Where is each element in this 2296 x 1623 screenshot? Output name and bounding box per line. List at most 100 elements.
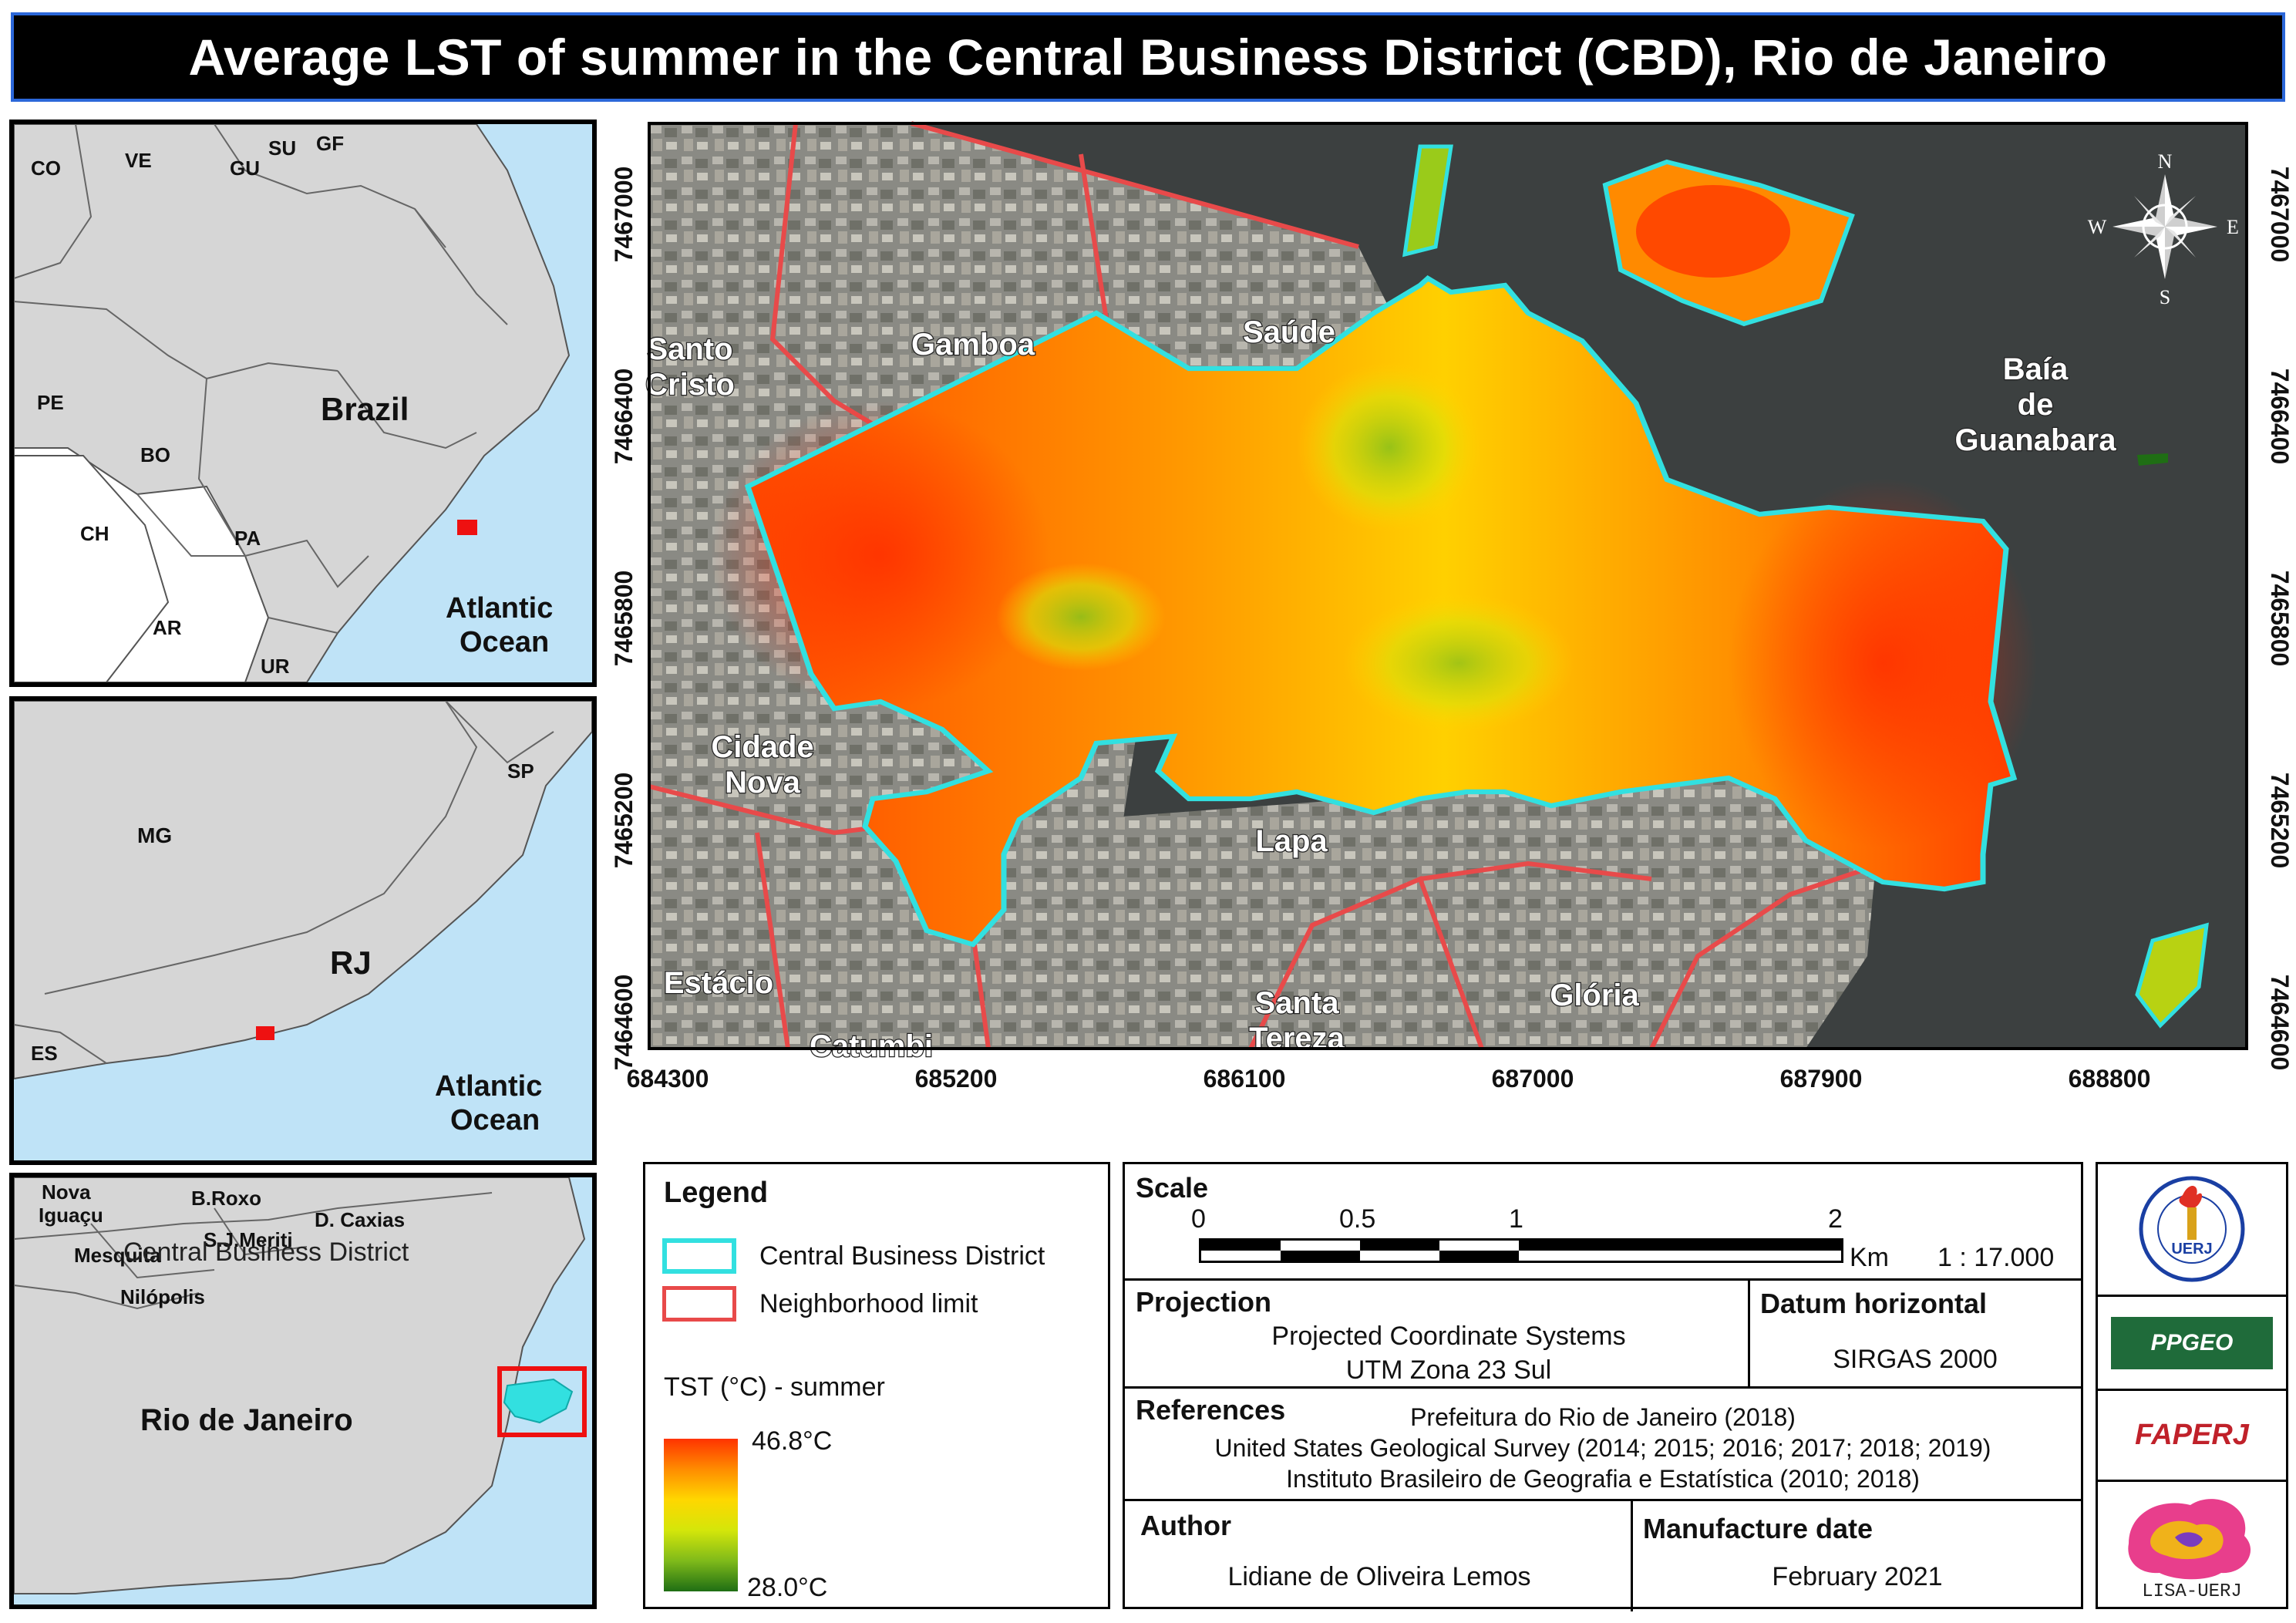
cool-park-2 (996, 563, 1166, 671)
scale-tick-0: 0 (1191, 1204, 1206, 1234)
inset-state-map: SP MG ES RJ Atlantic Ocean (14, 701, 592, 1160)
x-tick-4: 687900 (1780, 1065, 1863, 1093)
label-ocean-1: Atlantic (446, 592, 553, 625)
scale-tick-1: 1 (1509, 1204, 1523, 1234)
cbd-lst-surface (748, 278, 2014, 945)
compass-w: W (2088, 216, 2107, 238)
compass-s: S (2160, 286, 2170, 308)
references-line3: Instituto Brasileiro de Geografia e Esta… (1286, 1465, 1920, 1493)
label-rj: RJ (330, 945, 372, 981)
label-nova-n: Nova (725, 766, 801, 800)
label-guanabara: Guanabara (1955, 423, 2117, 457)
uerj-text: UERJ (2171, 1241, 2212, 1258)
legend-neighborhood-swatch (662, 1286, 736, 1322)
projection-line2: UTM Zona 23 Sul (1345, 1355, 1552, 1385)
info-panel: Scale 0 0.5 1 2 Km 1 : 17.000 Projection… (1123, 1162, 2083, 1611)
cool-park-1 (1297, 362, 1482, 532)
urban-south (1081, 771, 1883, 1049)
label-su: SU (268, 136, 296, 160)
inset-state: SP MG ES RJ Atlantic Ocean (9, 696, 597, 1165)
datum-heading: Datum horizontal (1760, 1288, 1987, 1319)
references-heading: References (1136, 1394, 1286, 1426)
label-gf: GF (316, 132, 344, 155)
cbd-pier (1402, 144, 1453, 258)
y-tick-left-0: 7467000 (610, 167, 638, 263)
legend-cbd-label: Central Business District (759, 1241, 1045, 1271)
uerj-logo-icon: UERJ (2139, 1176, 2245, 1282)
ppgeo-text: PPGEO (2111, 1316, 2273, 1369)
neighborhood-labels: Santo Cristo Gamboa Saúde Cidade Nova La… (645, 315, 2118, 1065)
faperj-text: FAPERJ (2135, 1419, 2249, 1451)
scale-tick-2: 2 (1828, 1204, 1843, 1234)
compass-e: E (2227, 216, 2239, 238)
label-bo: BO (140, 443, 170, 466)
title-bar: Average LST of summer in the Central Bus… (11, 12, 2285, 102)
main-map: 684300 685200 686100 687000 687900 68880… (610, 121, 2294, 1093)
label-ve: VE (125, 149, 152, 172)
label-broxo: B.Roxo (191, 1187, 261, 1210)
legend-color-ramp (664, 1439, 738, 1591)
label-gloria: Glória (1550, 978, 1639, 1012)
legend-max: 46.8°C (752, 1426, 833, 1456)
legend-heading: Legend (664, 1177, 769, 1209)
label-es: ES (31, 1042, 58, 1065)
label-tereza: Tereza (1249, 1022, 1345, 1056)
x-tick-3: 687000 (1492, 1065, 1574, 1093)
label-sjmeriti: S.J.Meriti (204, 1228, 293, 1251)
map-frame-border (648, 122, 2248, 1050)
y-tick-right-1: 7466400 (2266, 369, 2291, 465)
y-axis-ticks-right: 7467000 7466400 7465800 7465200 7464600 (2266, 167, 2294, 1071)
label-ocean-2: Ocean (460, 626, 549, 658)
scale-heading: Scale (1136, 1172, 1209, 1204)
legend-neighborhood-label: Neighborhood limit (759, 1289, 978, 1318)
inset-city: Nova Iguaçu B.Roxo D. Caxias S.J.Meriti … (9, 1173, 597, 1609)
label-state-ocean-2: Ocean (450, 1104, 540, 1136)
map-title: Average LST of summer in the Central Bus… (188, 29, 2108, 86)
projection-line1: Projected Coordinate Systems (1271, 1322, 1626, 1351)
references-line1: Prefeitura do Rio de Janeiro (2018) (1410, 1403, 1796, 1431)
label-rio: Rio de Janeiro (140, 1403, 353, 1437)
label-ch: CH (80, 522, 109, 545)
inset-brazil-locator (457, 520, 477, 535)
x-tick-2: 686100 (1204, 1065, 1286, 1093)
compass-n: N (2158, 150, 2173, 173)
faperj-logo: FAPERJ (2098, 1391, 2286, 1482)
uerj-logo: UERJ (2098, 1164, 2286, 1297)
legend-panel: Legend Central Business District Neighbo… (643, 1162, 1110, 1609)
legend-ramp-title: TST (°C) - summer (664, 1372, 885, 1402)
inset-brazil-map: CO VE GU SU GF PE BO CH PA AR UR Brazil … (14, 124, 592, 682)
scale-bar (1199, 1238, 1843, 1263)
references-line2: United States Geological Survey (2014; 2… (1214, 1434, 1991, 1462)
hotspot-west (711, 401, 1050, 709)
lisa-logo-icon: LISA-UERJ (2128, 1499, 2251, 1602)
label-lapa: Lapa (1255, 824, 1328, 858)
label-catumbi: Catumbi (810, 1029, 933, 1063)
label-mesquita: Mesquita (74, 1244, 161, 1267)
scale-tick-05: 0.5 (1339, 1204, 1376, 1234)
y-tick-right-3: 7465200 (2266, 773, 2291, 869)
label-cristo: Cristo (645, 368, 735, 402)
x-tick-0: 684300 (627, 1065, 709, 1093)
label-gu: GU (230, 157, 260, 180)
y-tick-right-4: 7464600 (2266, 975, 2291, 1071)
label-iguacu: Iguaçu (39, 1204, 103, 1227)
label-estacio: Estácio (664, 966, 773, 1000)
y-tick-left-2: 7465800 (610, 571, 638, 667)
author-value: Lidiane de Oliveira Lemos (1227, 1562, 1531, 1591)
inset-city-cbd (503, 1378, 574, 1424)
label-nova: Nova (42, 1180, 91, 1204)
label-sp: SP (507, 759, 534, 783)
inset-city-locator-box (497, 1366, 587, 1437)
label-co: CO (31, 157, 61, 180)
label-nilopolis: Nilópolis (120, 1285, 205, 1308)
projection-heading: Projection (1136, 1286, 1272, 1318)
label-pe: PE (37, 391, 64, 414)
y-tick-left-1: 7466400 (610, 369, 638, 465)
label-pa: PA (234, 527, 261, 550)
cool-park-3 (1343, 594, 1574, 732)
legend-cbd-swatch (662, 1238, 736, 1274)
inset-brazil: CO VE GU SU GF PE BO CH PA AR UR Brazil … (9, 120, 597, 687)
label-gamboa: Gamboa (911, 328, 1035, 362)
label-ur: UR (261, 655, 290, 678)
cbd-east-island (2135, 922, 2209, 1029)
